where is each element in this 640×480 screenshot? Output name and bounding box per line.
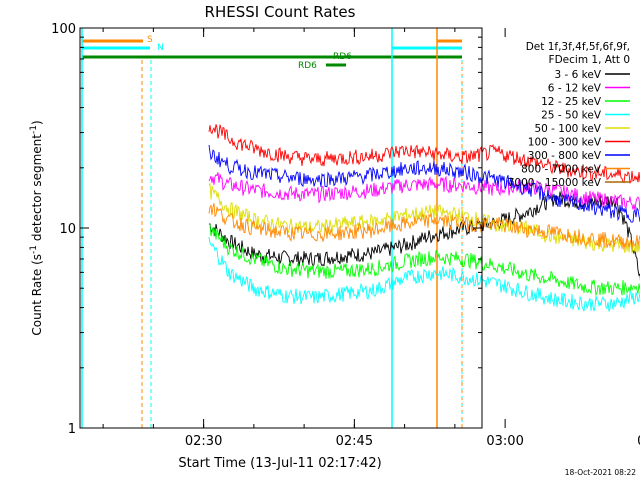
legend-entry-label: 300 - 800 keV — [528, 150, 602, 162]
x-tick-label: 03:15 — [637, 434, 640, 449]
footer-date: 18-Oct-2021 08:22 — [565, 468, 636, 477]
y-axis-label-mid: detector segment — [30, 134, 44, 245]
y-tick-label: 100 — [51, 22, 76, 37]
legend-entry-label: 50 - 100 keV — [534, 123, 601, 135]
series-line — [208, 223, 640, 297]
legend-entry-label: 800 - 7000 keV — [521, 164, 602, 176]
legend-entry-label: 3 - 6 keV — [554, 69, 601, 81]
series-line — [208, 191, 640, 281]
chart-title: RHESSI Count Rates — [205, 3, 356, 21]
y-axis-label: Count Rate (s-1 detector segment-1) — [29, 120, 44, 335]
y-tick-label: 10 — [59, 222, 76, 237]
status-label: RD6 — [298, 61, 317, 71]
y-tick-label: 1 — [68, 422, 76, 437]
series-line — [208, 124, 640, 184]
y-axis-label-main: Count Rate (s — [30, 254, 44, 336]
x-axis-label: Start Time (13-Jul-11 02:17:42) — [178, 456, 381, 471]
y-axis-label-sup2: -1 — [29, 125, 39, 134]
legend-entry-label: 6 - 12 keV — [548, 83, 602, 95]
plot-frame — [79, 27, 483, 429]
x-tick-label: 03:00 — [486, 434, 523, 449]
series-line — [208, 172, 640, 211]
x-tick-label: 02:30 — [185, 434, 222, 449]
y-axis-label-end: ) — [30, 120, 44, 125]
status-label: RD6 — [333, 52, 352, 62]
legend-entry-label: 7000 - 15000 keV — [508, 177, 602, 189]
status-label: N — [157, 43, 164, 53]
status-label: S — [147, 35, 153, 45]
x-tick-label: 02:45 — [336, 434, 373, 449]
legend-header-2: FDecim 1, Att 0 — [549, 54, 630, 66]
legend-entry-label: 25 - 50 keV — [541, 110, 602, 122]
series-line — [208, 144, 640, 223]
legend: Det 1f,3f,4f,5f,6f,9f, FDecim 1, Att 0 3… — [508, 41, 630, 189]
series-line — [208, 236, 640, 312]
legend-header-1: Det 1f,3f,4f,5f,6f,9f, — [526, 41, 630, 53]
y-axis-label-sup1: -1 — [29, 245, 39, 254]
series-line — [208, 203, 640, 250]
legend-entry-label: 12 - 25 keV — [541, 96, 602, 108]
legend-entry-label: 100 - 300 keV — [528, 137, 602, 149]
